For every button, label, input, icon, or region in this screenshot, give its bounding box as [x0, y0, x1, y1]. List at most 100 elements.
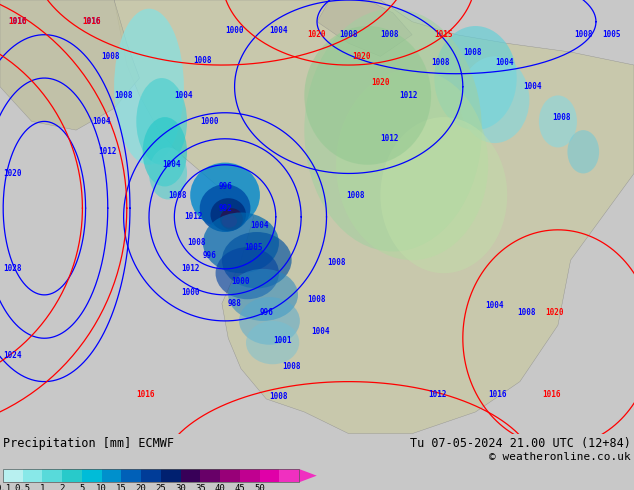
- Bar: [259, 469, 279, 482]
- Ellipse shape: [567, 130, 599, 173]
- Text: 996: 996: [259, 308, 273, 317]
- Text: 1016: 1016: [82, 17, 101, 26]
- Text: 1: 1: [40, 484, 45, 490]
- Text: 1008: 1008: [339, 30, 358, 39]
- Text: 45: 45: [235, 484, 245, 490]
- Text: 10: 10: [96, 484, 107, 490]
- Polygon shape: [299, 469, 317, 482]
- Bar: [161, 469, 181, 482]
- Text: 1008: 1008: [114, 91, 133, 100]
- Ellipse shape: [114, 9, 184, 165]
- Ellipse shape: [239, 297, 300, 345]
- Text: 988: 988: [228, 299, 242, 308]
- Text: 1000: 1000: [231, 277, 250, 286]
- Text: 1000: 1000: [200, 117, 219, 126]
- Text: 0.1: 0.1: [0, 484, 11, 490]
- Bar: [42, 469, 62, 482]
- Ellipse shape: [539, 96, 577, 147]
- Ellipse shape: [434, 26, 517, 130]
- Text: 1000: 1000: [225, 26, 244, 35]
- Text: 25: 25: [155, 484, 166, 490]
- Ellipse shape: [304, 26, 431, 165]
- Polygon shape: [317, 0, 412, 56]
- Ellipse shape: [143, 117, 187, 187]
- Ellipse shape: [136, 78, 187, 165]
- Text: 1020: 1020: [307, 30, 327, 39]
- Text: 992: 992: [218, 204, 232, 213]
- Text: 1004: 1004: [250, 221, 269, 230]
- Text: 40: 40: [215, 484, 226, 490]
- Text: 1008: 1008: [282, 362, 301, 371]
- Bar: [62, 469, 82, 482]
- Text: 0.5: 0.5: [15, 484, 31, 490]
- Text: 1008: 1008: [431, 58, 450, 68]
- Text: 1008: 1008: [269, 392, 288, 401]
- Text: 1012: 1012: [380, 134, 399, 143]
- Ellipse shape: [203, 213, 279, 273]
- Text: 1008: 1008: [574, 30, 593, 39]
- Text: 1012: 1012: [181, 265, 200, 273]
- Ellipse shape: [149, 147, 187, 199]
- Text: 1012: 1012: [399, 91, 418, 100]
- Bar: [23, 469, 42, 482]
- Bar: [3, 469, 299, 482]
- Text: 1008: 1008: [346, 191, 365, 199]
- Text: 1005: 1005: [602, 30, 621, 39]
- Polygon shape: [0, 0, 139, 130]
- Ellipse shape: [216, 247, 279, 299]
- Text: 1016: 1016: [136, 390, 155, 399]
- Text: 1008: 1008: [307, 294, 327, 304]
- Ellipse shape: [222, 215, 237, 228]
- Bar: [101, 469, 121, 482]
- Text: © weatheronline.co.uk: © weatheronline.co.uk: [489, 452, 631, 462]
- Text: 5: 5: [79, 484, 84, 490]
- Text: 1004: 1004: [495, 58, 514, 68]
- Bar: [141, 469, 161, 482]
- Ellipse shape: [222, 232, 292, 289]
- Bar: [200, 469, 220, 482]
- Text: 1012: 1012: [428, 390, 447, 399]
- Text: 1008: 1008: [380, 30, 399, 39]
- Text: Precipitation [mm] ECMWF: Precipitation [mm] ECMWF: [3, 437, 174, 449]
- Ellipse shape: [200, 184, 250, 232]
- Ellipse shape: [304, 9, 482, 251]
- Text: 1004: 1004: [485, 301, 504, 310]
- Text: 1016: 1016: [8, 17, 27, 26]
- Text: 1008: 1008: [327, 258, 346, 267]
- Text: 1012: 1012: [184, 212, 203, 221]
- Text: 1016: 1016: [542, 390, 561, 399]
- Text: 30: 30: [175, 484, 186, 490]
- Text: 35: 35: [195, 484, 205, 490]
- Text: 50: 50: [254, 484, 265, 490]
- Bar: [3, 469, 23, 482]
- Ellipse shape: [228, 269, 298, 321]
- Text: 1020: 1020: [545, 308, 564, 317]
- Bar: [121, 469, 141, 482]
- Text: 1020: 1020: [352, 52, 371, 61]
- Text: 1004: 1004: [523, 82, 542, 91]
- Text: 1028: 1028: [3, 265, 22, 273]
- Text: 1008: 1008: [463, 48, 482, 56]
- Text: Tu 07-05-2024 21.00 UTC (12+84): Tu 07-05-2024 21.00 UTC (12+84): [410, 437, 631, 449]
- Ellipse shape: [380, 117, 507, 273]
- Text: 1008: 1008: [168, 191, 187, 199]
- Text: 1008: 1008: [552, 113, 571, 122]
- Text: 996: 996: [202, 251, 216, 260]
- Bar: [279, 469, 299, 482]
- Text: 1004: 1004: [311, 327, 330, 336]
- Ellipse shape: [246, 321, 299, 364]
- Text: 1015: 1015: [434, 30, 453, 39]
- Ellipse shape: [210, 198, 246, 231]
- Text: 996: 996: [218, 182, 232, 191]
- Bar: [220, 469, 240, 482]
- Text: 1001: 1001: [273, 336, 292, 345]
- Text: 1008: 1008: [517, 308, 536, 317]
- Text: 1008: 1008: [101, 52, 120, 61]
- Bar: [82, 469, 101, 482]
- Text: 1024: 1024: [3, 351, 22, 360]
- Text: 1004: 1004: [92, 117, 111, 126]
- Ellipse shape: [336, 70, 488, 260]
- Polygon shape: [114, 0, 634, 434]
- Text: 1004: 1004: [269, 26, 288, 35]
- Ellipse shape: [220, 208, 243, 230]
